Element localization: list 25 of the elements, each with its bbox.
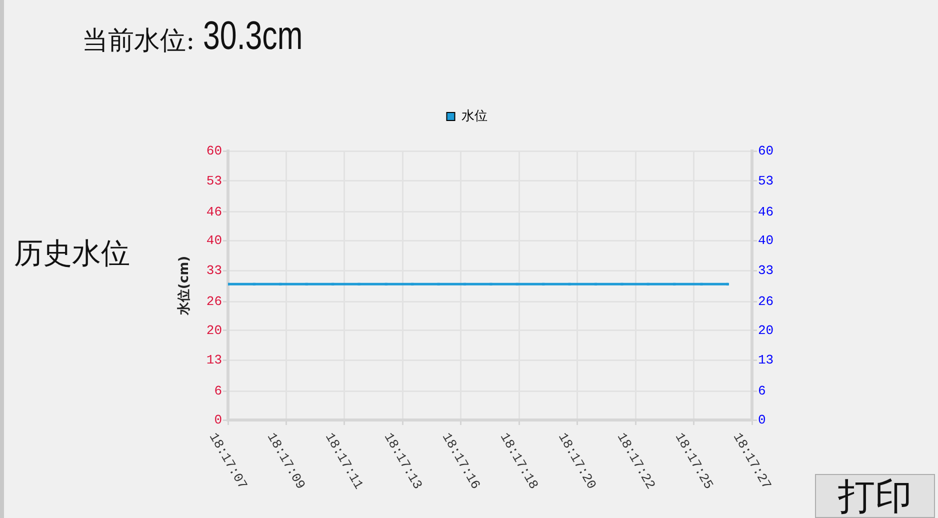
- text: 历史水位: [14, 235, 130, 272]
- y-tick-label: 40: [206, 233, 222, 248]
- y2-tick-label: 6: [758, 384, 766, 399]
- y2-tick-label: 0: [758, 412, 766, 428]
- y2-tick-label: 40: [758, 233, 774, 248]
- y2-tick-label: 26: [758, 294, 774, 310]
- y-tick-label: 60: [206, 143, 222, 158]
- y-tick-label: 20: [206, 322, 222, 338]
- y-tick-label: 26: [206, 294, 222, 310]
- chart-subtitle: 30.3cm: [202, 14, 302, 59]
- y2-tick-label: 33: [758, 263, 774, 278]
- chart-title: 当前水位:: [82, 25, 195, 58]
- y2-tick-label: 53: [758, 173, 774, 188]
- y-tick-label: 53: [206, 173, 222, 188]
- y2-tick-label: 13: [758, 352, 774, 368]
- y-tick-label: 0: [214, 412, 222, 428]
- y-axis-title: 水位(cm): [177, 256, 192, 316]
- y2-tick-label: 60: [758, 143, 774, 158]
- legend-label: 水位: [461, 108, 488, 124]
- y2-tick-label: 20: [758, 322, 774, 338]
- y2-tick-label: 46: [758, 204, 774, 220]
- y-tick-label: 6: [214, 384, 222, 399]
- y-tick-label: 46: [206, 204, 222, 220]
- y-tick-label: 13: [206, 352, 222, 368]
- y-tick-label: 33: [206, 263, 222, 278]
